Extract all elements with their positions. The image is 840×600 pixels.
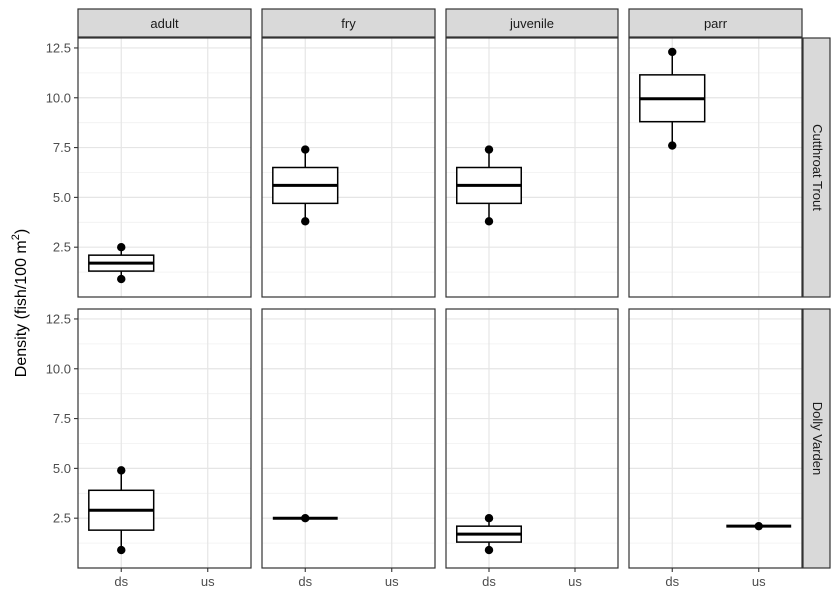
y-tick-label: 12.5	[46, 40, 71, 55]
data-point	[484, 217, 494, 226]
boxplot-juvenile-ds	[456, 513, 522, 555]
y-tick-label: 10.0	[46, 361, 71, 376]
panel-dolly-varden-juvenile	[446, 309, 618, 568]
y-axis-title: Density (fish/100 m2)	[10, 229, 30, 377]
panel-background	[78, 38, 251, 297]
data-point	[301, 513, 310, 523]
panel-background	[262, 309, 435, 568]
x-tick-label: us	[752, 574, 766, 589]
row-strip-label: Dolly Varden	[810, 402, 825, 475]
x-tick-label: ds	[114, 574, 128, 589]
panel-border	[261, 37, 436, 298]
column-strip-label: juvenile	[509, 16, 554, 31]
boxplot-adult-ds	[88, 466, 155, 555]
panel-border	[77, 308, 252, 569]
data-point	[301, 217, 310, 226]
data-point	[484, 513, 494, 523]
row-strip-label: Cutthroat Trout	[810, 124, 825, 211]
column-strip-label: adult	[150, 16, 179, 31]
column-strip	[77, 8, 252, 38]
y-tick-label: 2.5	[53, 511, 71, 526]
x-axis-layer: ds us ds us ds us ds us	[114, 568, 766, 589]
row-strip	[802, 37, 831, 298]
x-tick-label: us	[385, 574, 399, 589]
x-tick-label: ds	[482, 574, 496, 589]
panel-background	[629, 309, 802, 568]
panel-border	[628, 37, 803, 298]
y-tick-label: 12.5	[46, 311, 71, 326]
data-point	[484, 545, 494, 555]
strip-layer: adult fry juvenile parr Cutthroat Trout Dolly…	[77, 8, 831, 569]
y-axis-title-close: )	[13, 229, 30, 234]
panel-border	[628, 308, 803, 569]
y-axis-layer: 2.5 5.0 7.5 10.0 12.5 2.5 5.0 7.5 10.0 12.5	[46, 40, 78, 526]
boxplot-adult-ds	[88, 242, 155, 284]
x-tick-label: ds	[665, 574, 679, 589]
boxplot-parr-ds	[639, 47, 706, 150]
boxplot-juvenile-ds	[456, 145, 522, 226]
x-tick-label: us	[568, 574, 582, 589]
column-strip-label: parr	[704, 16, 728, 31]
data-point	[117, 242, 126, 252]
panel-layer	[77, 37, 803, 569]
column-strip	[628, 8, 803, 38]
y-tick-label: 10.0	[46, 90, 71, 105]
panel-border	[261, 308, 436, 569]
data-point	[668, 141, 677, 150]
y-tick-label: 7.5	[53, 411, 71, 426]
panel-background	[446, 309, 618, 568]
column-strip-label: fry	[341, 16, 356, 31]
column-strip	[445, 8, 619, 38]
y-axis-title-superscript: 2	[10, 234, 22, 240]
column-strip	[261, 8, 436, 38]
data-point	[117, 466, 126, 475]
data-point	[754, 521, 763, 531]
panel-border	[77, 37, 252, 298]
data-point	[117, 545, 126, 555]
data-point	[668, 47, 677, 57]
y-tick-label: 5.0	[53, 190, 71, 205]
y-axis-title-main: Density (fish/100 m	[13, 240, 30, 377]
panel-dolly-varden-fry	[262, 309, 435, 568]
panel-dolly-varden-parr	[629, 309, 802, 568]
y-tick-label: 7.5	[53, 140, 71, 155]
data-point	[301, 145, 310, 154]
y-tick-label: 2.5	[53, 240, 71, 255]
y-tick-label: 5.0	[53, 461, 71, 476]
boxplot-fry-ds	[272, 513, 338, 523]
panel-border	[445, 37, 619, 298]
data-point	[117, 274, 126, 284]
boxplot-fry-ds	[272, 145, 339, 226]
data-point	[484, 145, 494, 154]
x-tick-label: us	[201, 574, 215, 589]
panel-border	[445, 308, 619, 569]
row-strip	[802, 308, 831, 569]
x-tick-label: ds	[298, 574, 312, 589]
boxplot-parr-us	[726, 521, 792, 531]
